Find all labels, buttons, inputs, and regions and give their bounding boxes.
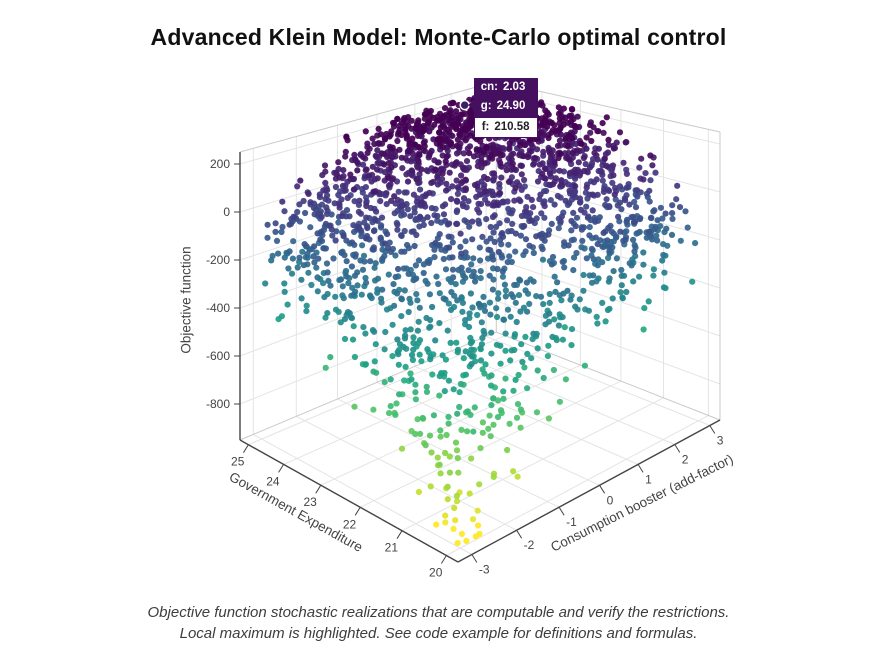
figure-title: Advanced Klein Model: Monte-Carlo optima… [150, 24, 727, 50]
x-tick-label: -2 [524, 538, 535, 552]
x-tick-label: 0 [607, 493, 614, 507]
tooltip-value-cn: 2.03 [502, 81, 526, 94]
tooltip-label-g: g: [480, 100, 492, 113]
x-tick-label: 1 [645, 472, 652, 486]
y-tick-label: 20 [429, 566, 443, 580]
z-tick-label: 200 [210, 157, 230, 171]
x-tick-label: 2 [682, 453, 689, 467]
y-tick-label: 22 [343, 517, 357, 531]
tick-marks [234, 163, 716, 564]
tooltip-arrow-icon [467, 100, 474, 111]
z-tick-label: -800 [206, 397, 230, 411]
z-tick-label: -400 [206, 301, 230, 315]
tooltip-row-g: g: 24.90 [473, 97, 538, 117]
caption-line1: Objective function stochastic realizatio… [147, 604, 730, 621]
y-tick-label: 24 [266, 474, 280, 488]
caption-line2: Local maximum is highlighted. See code e… [179, 625, 698, 642]
x-tick-label: -3 [479, 563, 490, 577]
z-tick-label: -600 [206, 349, 230, 363]
tooltip-label-f: f: [481, 120, 490, 133]
tooltip-value-f: 210.58 [494, 120, 530, 133]
y-tick-label: 23 [303, 495, 317, 509]
tooltip-row-cn: cn: 2.03 [473, 78, 538, 98]
tooltip-label-cn: cn: [480, 81, 498, 94]
z-tick-label: 0 [223, 205, 230, 219]
x-tick-label: 3 [717, 434, 724, 448]
y-tick-label: 21 [385, 541, 399, 555]
tooltip-value-g: 24.90 [496, 100, 526, 113]
z-axis-title: Objective function [178, 246, 194, 354]
x-tick-label: -1 [566, 515, 577, 529]
tick-labels: 2000-200-400-600-800202122232425-3-2-101… [206, 157, 724, 580]
tooltip-row-f: f: 210.58 [473, 116, 538, 138]
point-cloud[interactable] [262, 93, 699, 547]
z-tick-label: -200 [206, 253, 230, 267]
figure-caption: Objective function stochastic realizatio… [0, 602, 877, 644]
hover-tooltip: cn: 2.03 g: 24.90 f: 210.58 [467, 78, 538, 138]
y-tick-label: 25 [231, 455, 245, 469]
